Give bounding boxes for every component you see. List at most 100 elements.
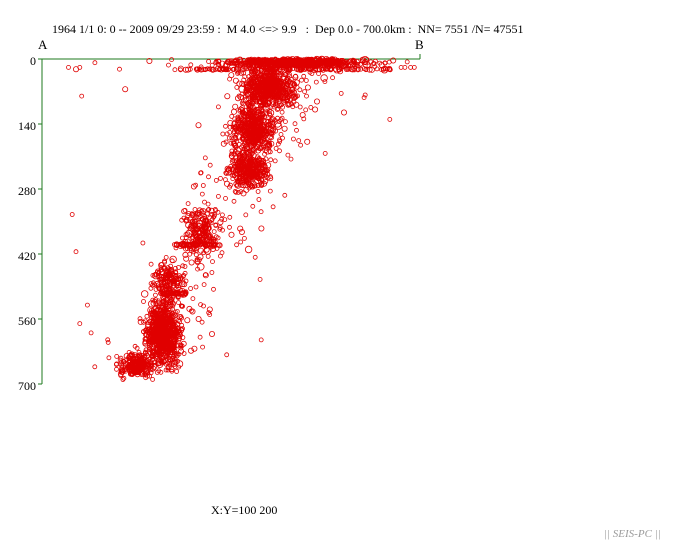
- earthquake-point: [243, 90, 248, 96]
- earthquake-point: [295, 93, 301, 99]
- earthquake-point: [195, 315, 202, 322]
- earthquake-point: [246, 139, 251, 145]
- earthquake-point: [297, 87, 303, 93]
- earthquake-point: [243, 173, 248, 179]
- earthquake-point: [231, 198, 237, 204]
- earthquake-point: [241, 132, 247, 138]
- earthquake-point: [245, 153, 254, 161]
- earthquake-point: [281, 75, 287, 81]
- earthquake-point: [188, 62, 194, 68]
- earthquake-point: [158, 338, 164, 344]
- earthquake-point: [296, 138, 302, 144]
- earthquake-point: [313, 98, 320, 105]
- earthquake-point: [194, 227, 200, 233]
- earthquake-point: [249, 148, 255, 154]
- earthquake-point: [366, 63, 372, 69]
- earthquake-point: [262, 151, 268, 157]
- earthquake-point: [153, 271, 159, 277]
- earthquake-point: [147, 365, 153, 371]
- earthquake-point: [316, 62, 322, 68]
- earthquake-point: [143, 347, 149, 353]
- earthquake-point: [291, 99, 297, 105]
- earthquake-point: [165, 265, 171, 271]
- earthquake-point: [114, 366, 119, 372]
- earthquake-point: [227, 129, 233, 135]
- earthquake-point: [279, 115, 285, 121]
- earthquake-point: [235, 67, 241, 72]
- earthquake-point: [232, 188, 238, 194]
- earthquake-point: [206, 174, 211, 180]
- earthquake-point: [263, 72, 270, 79]
- earthquake-point: [179, 217, 185, 223]
- earthquake-point: [182, 207, 188, 213]
- earthquake-point: [209, 245, 216, 252]
- earthquake-point: [270, 122, 276, 128]
- earthquake-point: [241, 168, 248, 175]
- earthquake-point: [162, 333, 168, 339]
- earthquake-point: [230, 108, 237, 115]
- earthquake-point: [237, 123, 244, 130]
- earthquake-point: [292, 121, 298, 127]
- earthquake-point: [239, 105, 246, 112]
- earthquake-point: [117, 370, 124, 377]
- earthquake-point: [215, 235, 221, 241]
- earthquake-point: [185, 222, 192, 229]
- earthquake-point: [242, 153, 248, 159]
- earthquake-point: [183, 255, 190, 262]
- earthquake-point: [404, 59, 410, 65]
- earthquake-point: [92, 364, 98, 370]
- earthquake-point: [132, 343, 138, 349]
- earthquake-point: [273, 120, 282, 128]
- earthquake-point: [286, 67, 291, 72]
- earthquake-point: [77, 65, 83, 70]
- earthquake-point: [155, 343, 161, 349]
- earthquake-point: [174, 309, 180, 314]
- earthquake-point: [167, 362, 173, 368]
- earthquake-point: [246, 165, 252, 171]
- earthquake-point: [242, 60, 248, 65]
- earthquake-point: [228, 60, 234, 66]
- seis-pc-brand: || SEIS-PC ||: [604, 528, 661, 540]
- earthquake-point: [140, 290, 149, 298]
- earthquake-point: [156, 346, 163, 353]
- earthquake-point: [192, 223, 198, 229]
- earthquake-point: [283, 93, 290, 100]
- earthquake-point: [175, 360, 184, 368]
- earthquake-point: [234, 95, 241, 102]
- earthquake-point: [278, 59, 285, 66]
- earthquake-point: [301, 65, 308, 72]
- earthquake-point: [264, 142, 272, 150]
- earthquake-point: [268, 94, 274, 99]
- earthquake-point: [165, 321, 171, 327]
- earthquake-point: [224, 352, 230, 358]
- earthquake-point: [304, 93, 309, 99]
- earthquake-point: [233, 155, 239, 161]
- earthquake-point: [316, 71, 322, 76]
- earthquake-point: [258, 88, 264, 94]
- earthquake-point: [255, 189, 261, 194]
- earthquake-point: [273, 100, 279, 105]
- earthquake-point: [241, 177, 247, 183]
- earthquake-point: [235, 115, 241, 121]
- earthquake-point: [172, 309, 178, 315]
- earthquake-point: [326, 64, 332, 69]
- earthquake-point: [299, 112, 306, 119]
- earthquake-point: [257, 144, 263, 150]
- earthquake-point: [123, 352, 130, 359]
- earthquake-point: [361, 56, 369, 64]
- earthquake-point: [205, 253, 211, 259]
- earthquake-point: [197, 242, 203, 248]
- earthquake-point: [233, 136, 239, 142]
- earthquake-point: [178, 345, 184, 351]
- earthquake-point: [239, 135, 245, 141]
- earthquake-point: [188, 286, 194, 291]
- earthquake-point: [251, 142, 257, 148]
- earthquake-point: [249, 61, 255, 66]
- earthquake-point: [88, 330, 94, 336]
- earthquake-point: [273, 145, 279, 151]
- earthquake-point: [176, 265, 181, 270]
- earthquake-point: [222, 217, 228, 223]
- earthquake-point: [259, 161, 265, 167]
- earthquake-point: [142, 353, 148, 359]
